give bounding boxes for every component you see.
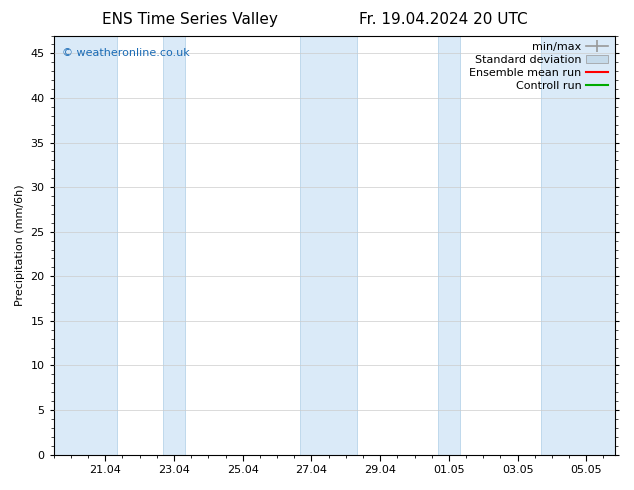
Legend: min/max, Standard deviation, Ensemble mean run, Controll run: min/max, Standard deviation, Ensemble me… xyxy=(467,40,611,93)
Bar xyxy=(541,36,615,455)
Text: © weatheronline.co.uk: © weatheronline.co.uk xyxy=(62,48,190,58)
Bar xyxy=(437,36,460,455)
Text: ENS Time Series Valley: ENS Time Series Valley xyxy=(102,12,278,27)
Bar xyxy=(54,36,117,455)
Bar xyxy=(300,36,357,455)
Bar xyxy=(163,36,185,455)
Text: Fr. 19.04.2024 20 UTC: Fr. 19.04.2024 20 UTC xyxy=(359,12,528,27)
Y-axis label: Precipitation (mm/6h): Precipitation (mm/6h) xyxy=(15,184,25,306)
